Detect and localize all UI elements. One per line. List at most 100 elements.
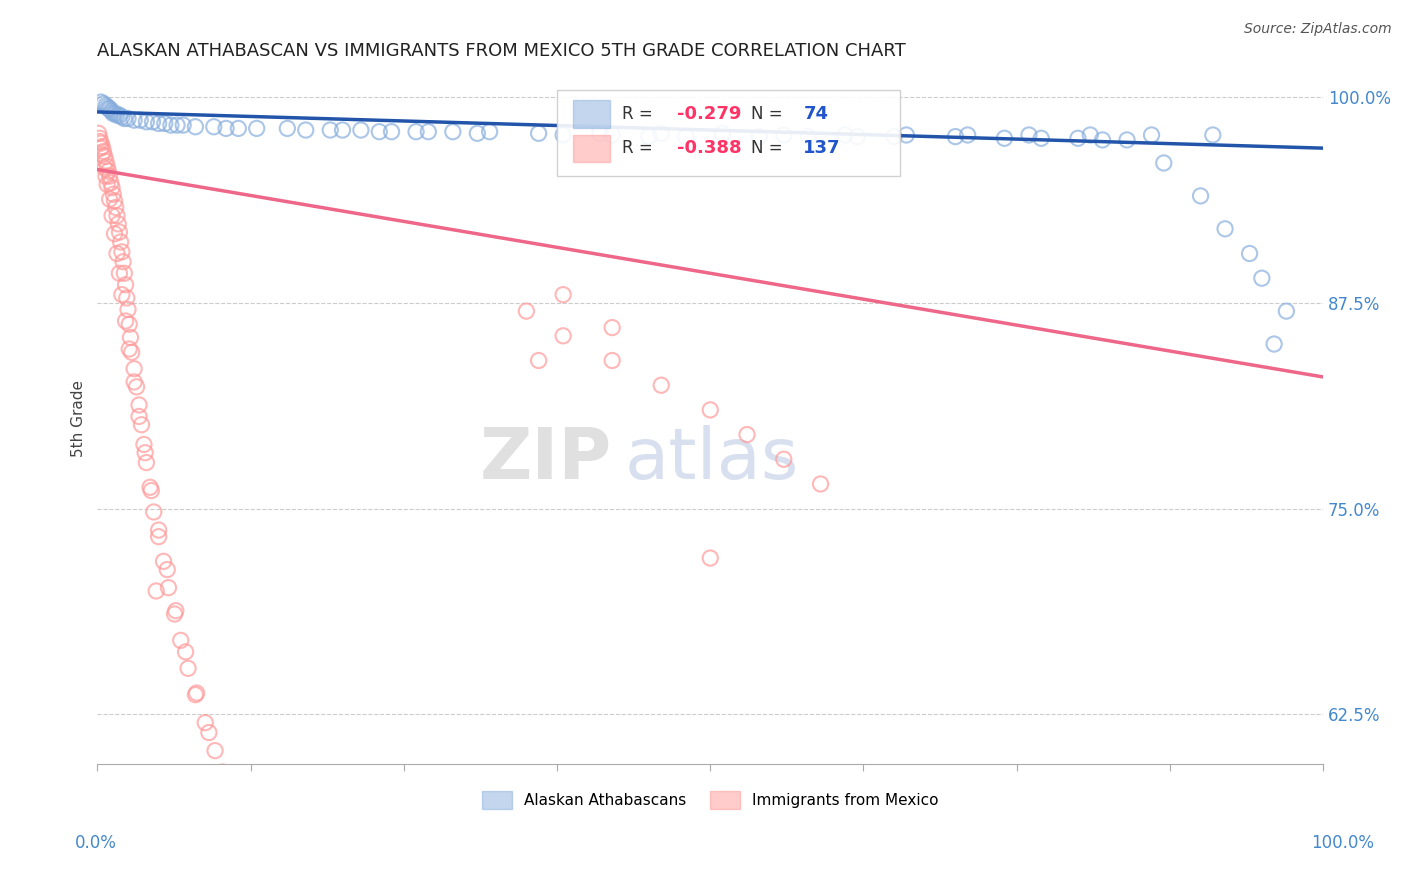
Point bbox=[91, 139, 114, 153]
Legend: Alaskan Athabascans, Immigrants from Mexico: Alaskan Athabascans, Immigrants from Mex… bbox=[475, 785, 945, 815]
Text: N =: N = bbox=[751, 139, 787, 158]
Point bbox=[125, 380, 148, 394]
FancyBboxPatch shape bbox=[574, 135, 610, 162]
Point bbox=[226, 797, 249, 811]
Text: ALASKAN ATHABASCAN VS IMMIGRANTS FROM MEXICO 5TH GRADE CORRELATION CHART: ALASKAN ATHABASCAN VS IMMIGRANTS FROM ME… bbox=[97, 42, 905, 60]
Point bbox=[142, 505, 165, 519]
Point bbox=[90, 141, 112, 155]
Point bbox=[467, 126, 489, 140]
Point bbox=[111, 244, 134, 259]
FancyBboxPatch shape bbox=[557, 90, 900, 176]
Point bbox=[96, 159, 118, 173]
Point bbox=[94, 98, 117, 112]
Point bbox=[101, 180, 124, 194]
Point bbox=[242, 839, 264, 854]
Point bbox=[93, 149, 115, 163]
Point bbox=[89, 135, 111, 149]
Point bbox=[956, 128, 979, 142]
Point bbox=[1189, 189, 1212, 203]
Point bbox=[89, 131, 111, 145]
Point bbox=[1018, 128, 1040, 142]
Point bbox=[110, 235, 132, 249]
Point bbox=[1263, 337, 1285, 351]
Point bbox=[650, 378, 672, 392]
Point bbox=[1275, 304, 1298, 318]
Text: ZIP: ZIP bbox=[479, 425, 612, 494]
Point bbox=[256, 847, 278, 862]
Point bbox=[198, 725, 221, 739]
Point bbox=[135, 115, 157, 129]
Point bbox=[1239, 246, 1261, 260]
Point bbox=[103, 227, 125, 241]
Point bbox=[118, 318, 141, 332]
Point bbox=[103, 187, 125, 202]
Point bbox=[103, 194, 125, 208]
Point bbox=[104, 106, 127, 120]
Point bbox=[553, 328, 575, 343]
Point bbox=[226, 803, 249, 817]
Point bbox=[810, 477, 832, 491]
Point bbox=[141, 115, 163, 129]
Point bbox=[1116, 133, 1139, 147]
Point bbox=[156, 563, 179, 577]
Point bbox=[527, 353, 550, 368]
Point bbox=[90, 136, 112, 151]
Point bbox=[87, 126, 110, 140]
Point bbox=[1091, 133, 1114, 147]
Point bbox=[112, 112, 135, 126]
Point bbox=[157, 581, 180, 595]
Point bbox=[735, 427, 758, 442]
Point bbox=[184, 688, 207, 702]
Point bbox=[350, 123, 373, 137]
Point bbox=[294, 123, 316, 137]
Point bbox=[118, 342, 141, 356]
Point bbox=[107, 217, 129, 231]
Point bbox=[148, 530, 170, 544]
Point bbox=[675, 129, 697, 144]
Point bbox=[108, 225, 131, 239]
Point bbox=[1078, 128, 1101, 142]
Point bbox=[418, 125, 440, 139]
Text: 0.0%: 0.0% bbox=[75, 834, 117, 852]
Point bbox=[96, 100, 118, 114]
Point bbox=[160, 118, 183, 132]
Point bbox=[135, 456, 157, 470]
Point bbox=[711, 126, 734, 140]
Point bbox=[699, 403, 721, 417]
Point bbox=[117, 112, 139, 126]
Point bbox=[1067, 131, 1090, 145]
Point bbox=[405, 125, 427, 139]
Point bbox=[170, 633, 193, 648]
Point bbox=[600, 320, 623, 334]
Point bbox=[834, 128, 856, 142]
Point bbox=[204, 744, 226, 758]
Text: R =: R = bbox=[621, 105, 658, 123]
Point bbox=[131, 417, 153, 432]
Text: R =: R = bbox=[621, 139, 658, 158]
Point bbox=[153, 116, 176, 130]
Point bbox=[515, 304, 537, 318]
Point bbox=[600, 353, 623, 368]
Point bbox=[527, 126, 550, 140]
Point bbox=[993, 131, 1015, 145]
Point bbox=[105, 108, 128, 122]
Point bbox=[1213, 222, 1236, 236]
Point bbox=[114, 314, 136, 328]
Point bbox=[883, 129, 905, 144]
Point bbox=[177, 661, 200, 675]
Point bbox=[186, 686, 208, 700]
Point bbox=[1031, 131, 1053, 145]
Point bbox=[797, 129, 820, 144]
Point bbox=[240, 822, 263, 837]
Point bbox=[1153, 156, 1175, 170]
Text: Source: ZipAtlas.com: Source: ZipAtlas.com bbox=[1244, 22, 1392, 37]
Point bbox=[772, 452, 794, 467]
Point bbox=[945, 129, 967, 144]
Point bbox=[90, 95, 112, 109]
Point bbox=[108, 108, 131, 122]
Text: 137: 137 bbox=[803, 139, 841, 158]
Point bbox=[1250, 271, 1272, 285]
Text: N =: N = bbox=[751, 105, 787, 123]
Point bbox=[368, 125, 391, 139]
Point bbox=[122, 113, 145, 128]
